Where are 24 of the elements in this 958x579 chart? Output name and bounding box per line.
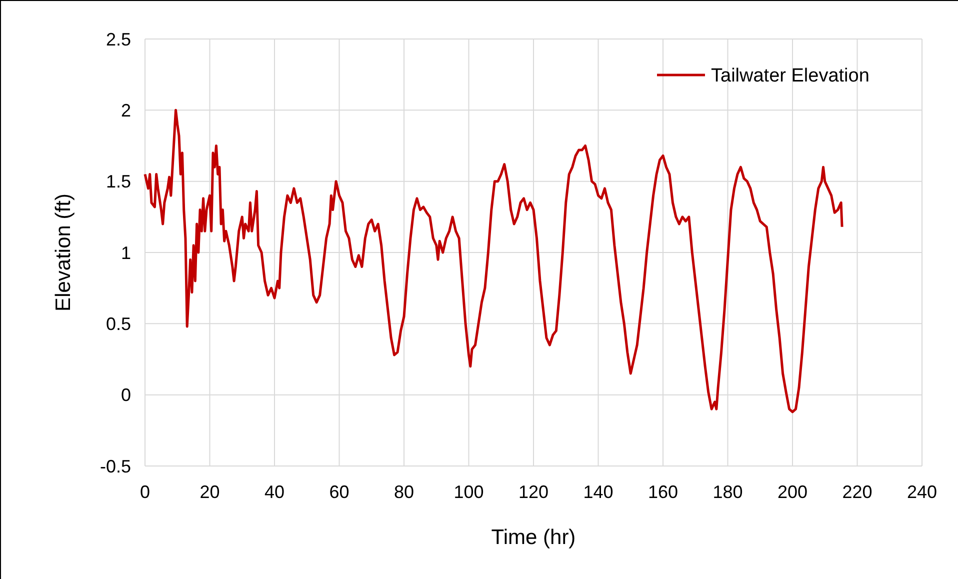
x-tick-label: 160 xyxy=(648,482,678,502)
legend-label: Tailwater Elevation xyxy=(711,66,870,87)
x-tick-label: 0 xyxy=(140,482,150,502)
y-tick-label: 2.5 xyxy=(106,29,131,50)
x-tick-label: 180 xyxy=(712,482,743,502)
y-tick-label: 0 xyxy=(120,385,131,406)
y-tick-label: -0.5 xyxy=(100,456,131,476)
x-tick-label: 240 xyxy=(906,482,938,502)
x-axis-title: Time (hr) xyxy=(491,526,576,549)
x-tick-label: 220 xyxy=(842,482,872,502)
x-tick-label: 140 xyxy=(583,482,614,502)
y-tick-label: 2 xyxy=(120,100,131,120)
x-tick-label: 200 xyxy=(777,482,808,502)
x-tick-label: 120 xyxy=(518,482,549,502)
y-tick-label: 0.5 xyxy=(106,314,131,334)
x-tick-label: 100 xyxy=(454,482,484,502)
line-series xyxy=(144,108,844,414)
x-tick-label: 80 xyxy=(394,482,414,502)
y-tick-label: 1.5 xyxy=(106,172,131,192)
y-tick-label: 1 xyxy=(120,242,131,263)
x-tick-label: 40 xyxy=(264,482,285,502)
x-tick-label: 60 xyxy=(329,482,350,502)
y-axis-title: Elevation (ft) xyxy=(52,194,75,312)
x-tick-label: 20 xyxy=(200,482,220,502)
